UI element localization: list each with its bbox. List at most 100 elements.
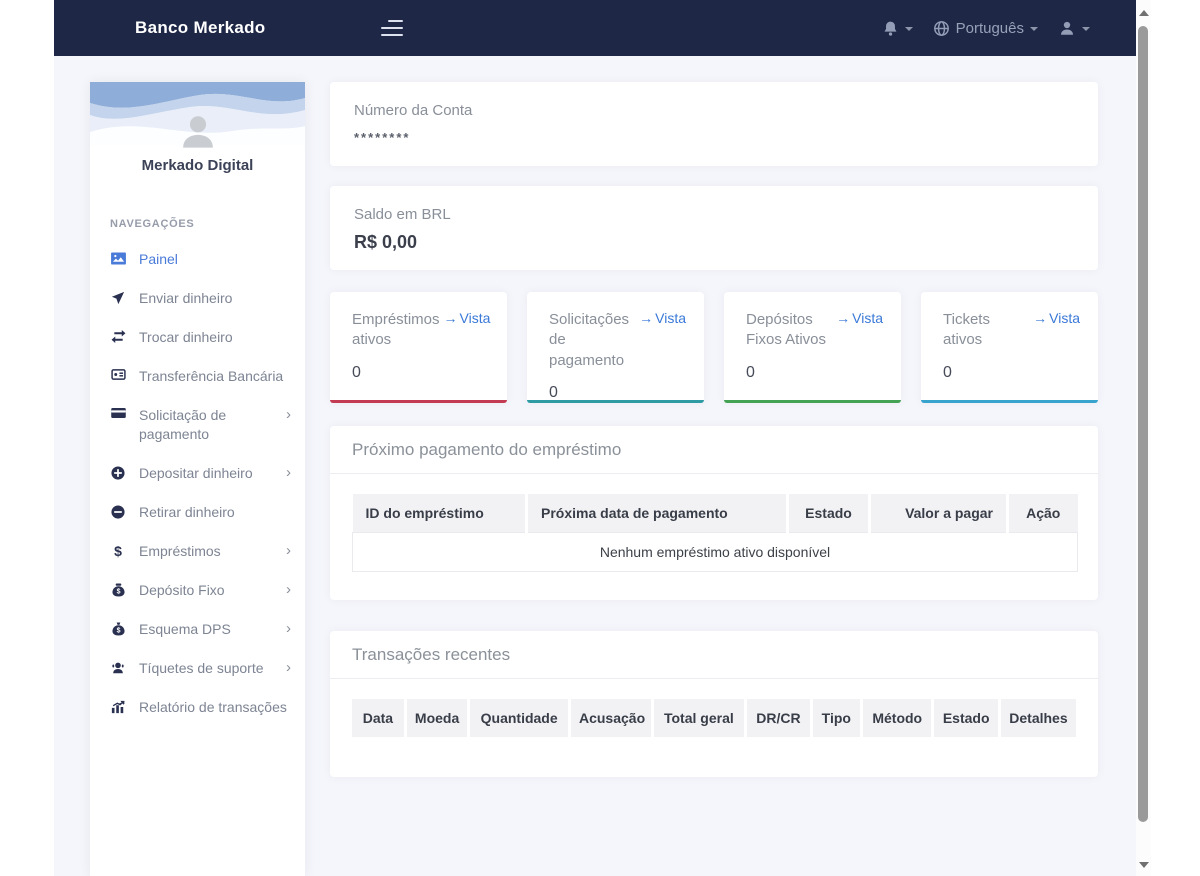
sidebar-item-label: Relatório de transações — [139, 699, 287, 715]
tx-col-grand-total: Total geral — [652, 699, 748, 737]
language-label: Português — [955, 19, 1024, 37]
balance-card: Saldo em BRL R$ 0,00 — [330, 186, 1098, 270]
tx-col-details: Detalhes — [999, 699, 1076, 737]
chevron-right-icon: › — [286, 464, 291, 481]
tx-col-amount: Quantidade — [468, 699, 571, 737]
sidebar-item-label: Solicitação de pagamento — [139, 407, 227, 442]
tx-col-method: Método — [861, 699, 935, 737]
scrollbar-thumb[interactable] — [1138, 26, 1148, 822]
sidebar-item-label: Transferência Bancária — [139, 368, 284, 384]
stat-value: 0 — [549, 383, 558, 401]
dashboard-icon — [110, 250, 126, 265]
sidebar-item-solicitacao-de-pagamento[interactable]: Solicitação de pagamento › — [110, 396, 291, 454]
vista-link[interactable]: → Vista — [443, 310, 491, 326]
bell-icon — [882, 20, 899, 37]
fixed-deposit-icon: $ — [110, 581, 126, 597]
sidebar-item-painel[interactable]: Painel — [110, 240, 291, 279]
loan-col-action: Ação — [1007, 494, 1078, 533]
sidebar: Merkado Digital NAVEGAÇÕES Painel — [90, 82, 305, 876]
sidebar-item-label: Tíquetes de suporte — [139, 660, 264, 676]
report-icon — [110, 698, 126, 714]
tx-col-drcr: DR/CR — [745, 699, 813, 737]
loan-col-next-date: Próxima data de pagamento — [526, 494, 789, 533]
tx-col-charge: Acusação — [569, 699, 654, 737]
withdraw-icon — [110, 503, 126, 519]
user-icon — [1058, 19, 1076, 37]
next-loan-payment-card: Próximo pagamento do empréstimo ID do em… — [330, 426, 1098, 600]
caret-down-icon — [904, 27, 913, 31]
sidebar-item-relatorio-de-transacoes[interactable]: Relatório de transações — [110, 688, 291, 727]
sidebar-item-trocar-dinheiro[interactable]: Trocar dinheiro — [110, 318, 291, 357]
vista-link[interactable]: → Vista — [1033, 310, 1080, 326]
sidebar-nav: Painel Enviar dinheiro — [90, 240, 305, 727]
chevron-right-icon: › — [286, 581, 291, 598]
chevron-right-icon: › — [286, 406, 291, 423]
sidebar-section-label: NAVEGAÇÕES — [110, 218, 195, 230]
sidebar-item-label: Painel — [139, 251, 178, 267]
caret-down-icon — [1030, 27, 1038, 31]
loan-table-empty-row: Nenhum empréstimo ativo disponível — [352, 532, 1078, 572]
stat-value: 0 — [352, 363, 361, 381]
brand-logo[interactable]: Banco Merkado — [135, 18, 266, 37]
loan-col-status: Estado — [787, 494, 871, 533]
dps-icon: $ — [110, 620, 126, 636]
stat-title: Solicitações de pagamento — [549, 311, 630, 369]
arrow-right-icon: → — [1033, 310, 1048, 326]
vista-link[interactable]: → Vista — [836, 310, 883, 326]
scroll-up-arrow-icon[interactable] — [1139, 10, 1149, 16]
notifications-dropdown[interactable] — [882, 20, 913, 37]
scroll-down-arrow-icon[interactable] — [1139, 862, 1149, 868]
account-number-card: Número da Conta ******** — [330, 82, 1098, 166]
bank-transfer-icon — [110, 367, 126, 380]
tx-col-currency: Moeda — [405, 699, 471, 737]
sidebar-item-retirar-dinheiro[interactable]: Retirar dinheiro — [110, 493, 291, 532]
loan-icon: $ — [114, 543, 122, 559]
recent-transactions-card: Transações recentes Data Moeda Quantidad… — [330, 631, 1098, 777]
navbar-right-group: Português — [882, 19, 1090, 37]
stat-value: 0 — [746, 363, 755, 381]
loan-table-header-row: ID do empréstimo Próxima data de pagamen… — [352, 494, 1078, 533]
sidebar-item-label: Empréstimos — [139, 543, 221, 559]
sidebar-item-label: Depósito Fixo — [139, 582, 225, 598]
sidebar-item-label: Esquema DPS — [139, 621, 231, 637]
deposit-icon — [110, 464, 126, 480]
sidebar-item-emprestimos[interactable]: $ Empréstimos › — [110, 532, 291, 571]
vista-link[interactable]: → Vista — [639, 310, 686, 326]
profile-banner — [90, 82, 305, 148]
loan-table: ID do empréstimo Próxima data de pagamen… — [352, 494, 1078, 572]
sidebar-item-deposito-fixo[interactable]: $ Depósito Fixo › — [110, 571, 291, 610]
sidebar-item-label: Retirar dinheiro — [139, 504, 235, 520]
sidebar-item-enviar-dinheiro[interactable]: Enviar dinheiro — [110, 279, 291, 318]
top-navbar: Banco Merkado — [54, 0, 1136, 56]
exchange-icon — [110, 328, 126, 343]
chevron-right-icon: › — [286, 659, 291, 676]
language-dropdown[interactable]: Português — [933, 20, 1038, 37]
tx-col-type: Tipo — [811, 699, 863, 737]
stat-title: Tickets ativos — [943, 311, 990, 349]
send-icon — [110, 289, 126, 305]
arrow-right-icon: → — [639, 310, 654, 326]
sidebar-item-label: Enviar dinheiro — [139, 290, 233, 306]
app-viewport: Banco Merkado — [54, 0, 1136, 876]
section-title: Transações recentes — [352, 645, 511, 664]
sidebar-item-esquema-dps[interactable]: $ Esquema DPS › — [110, 610, 291, 649]
user-dropdown[interactable] — [1058, 19, 1090, 37]
payment-request-icon — [110, 406, 126, 418]
stat-card-payment-requests: Solicitações de pagamento → Vista 0 — [527, 292, 704, 403]
sidebar-item-depositar-dinheiro[interactable]: Depositar dinheiro › — [110, 454, 291, 493]
stat-card-active-loans: Empréstimos ativos → Vista 0 — [330, 292, 507, 403]
sidebar-item-transferencia-bancaria[interactable]: Transferência Bancária — [110, 357, 291, 396]
chevron-right-icon: › — [286, 542, 291, 559]
arrow-right-icon: → — [443, 310, 458, 326]
stat-title: Depósitos Fixos Ativos — [746, 311, 827, 349]
account-number-value: ******** — [354, 130, 411, 145]
svg-text:$: $ — [116, 628, 120, 635]
arrow-right-icon: → — [836, 310, 851, 326]
sidebar-item-tiquetes-de-suporte[interactable]: Tíquetes de suporte › — [110, 649, 291, 688]
sidebar-item-label: Trocar dinheiro — [139, 329, 233, 345]
caret-down-icon — [1082, 27, 1090, 31]
balance-label: Saldo em BRL — [354, 206, 451, 223]
hamburger-icon[interactable] — [380, 20, 403, 36]
scrollbar[interactable] — [1136, 0, 1151, 876]
transactions-table-header-row: Data Moeda Quantidade Acusação Total ger… — [352, 699, 1076, 737]
